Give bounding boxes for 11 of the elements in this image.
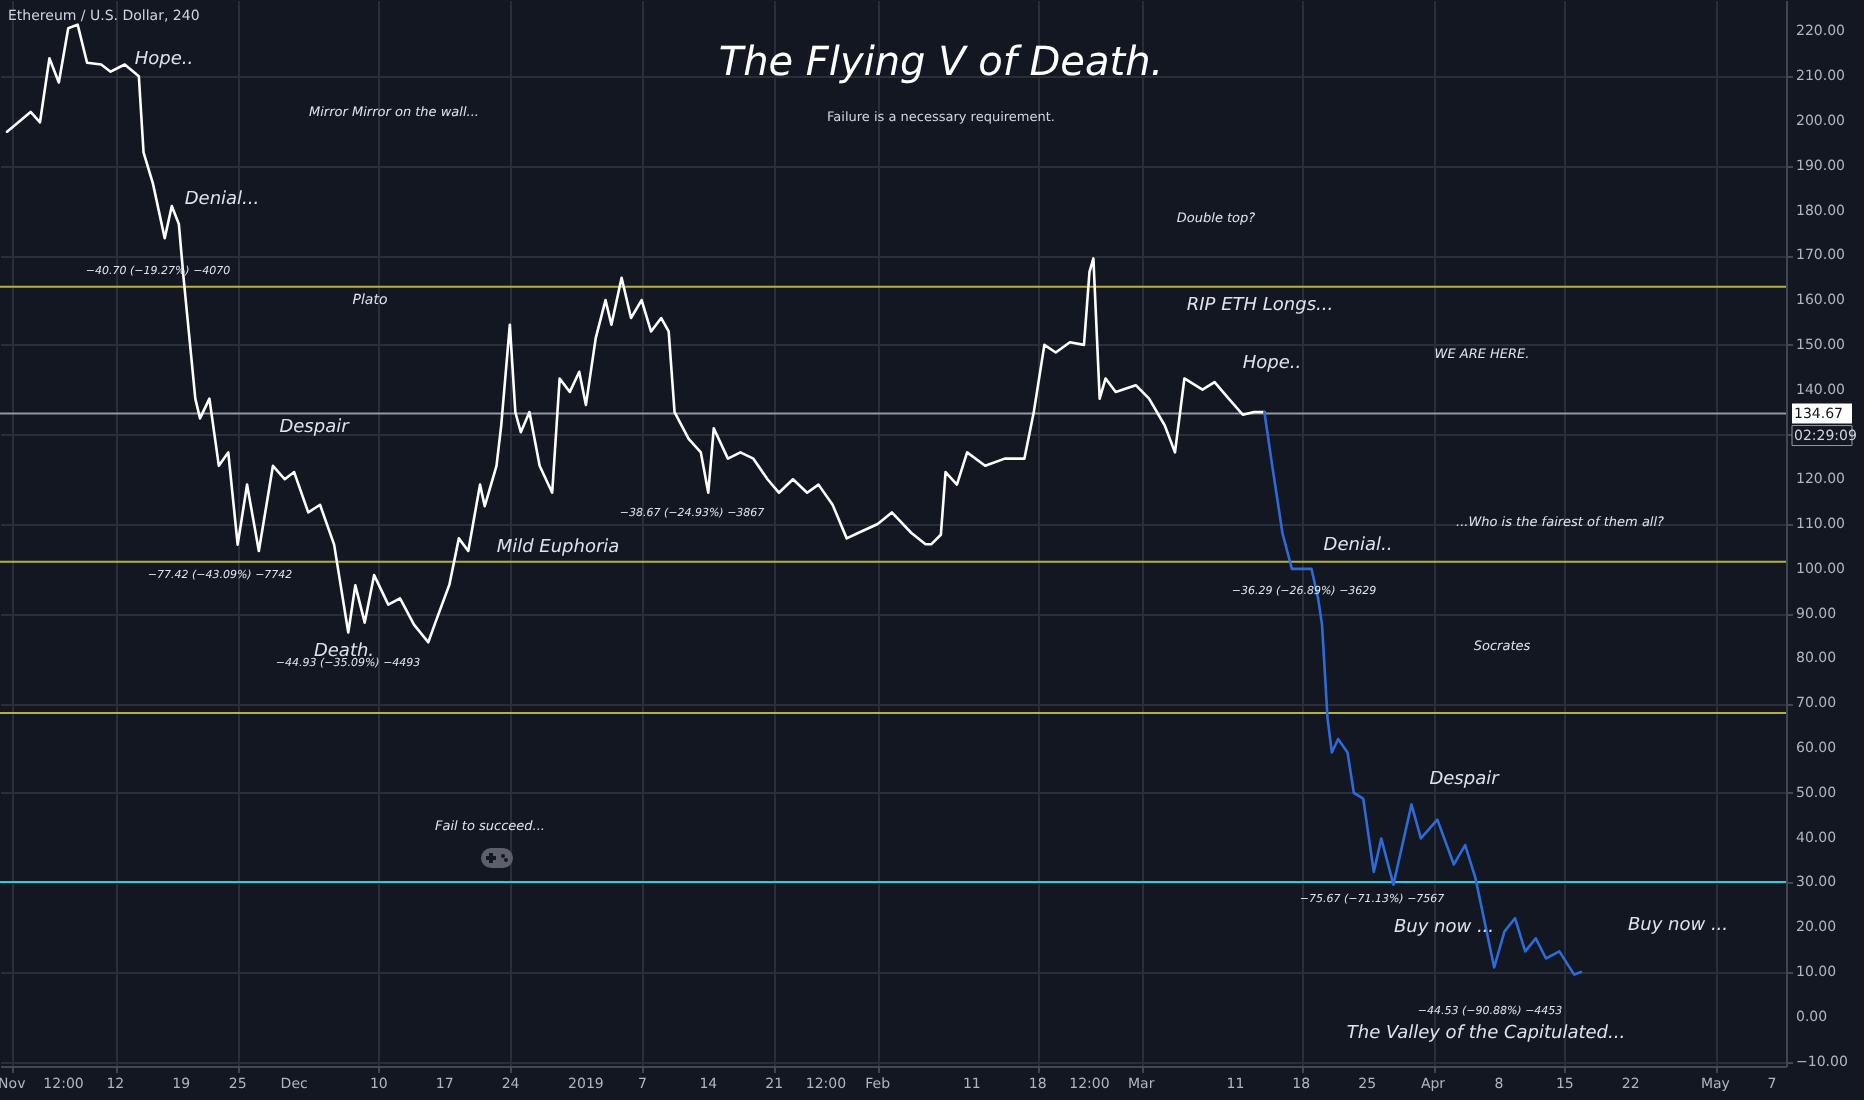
annotation: Despair [279, 418, 352, 438]
annotation: Hope.. [1242, 354, 1302, 374]
annotation: Buy now ... [1627, 916, 1729, 936]
text: The Flying V of Death. [718, 37, 1164, 85]
annotation: Denial... [184, 190, 260, 210]
annotation: Mild Euphoria [496, 538, 620, 558]
annotation: RIP ETH Longs... [1186, 296, 1334, 316]
annotation: Despair [1429, 770, 1502, 790]
annotation: Denial.. [1323, 536, 1393, 556]
annotation: Hope.. [134, 50, 194, 70]
annotation: The Valley of the Capitulated... [1346, 1024, 1626, 1044]
